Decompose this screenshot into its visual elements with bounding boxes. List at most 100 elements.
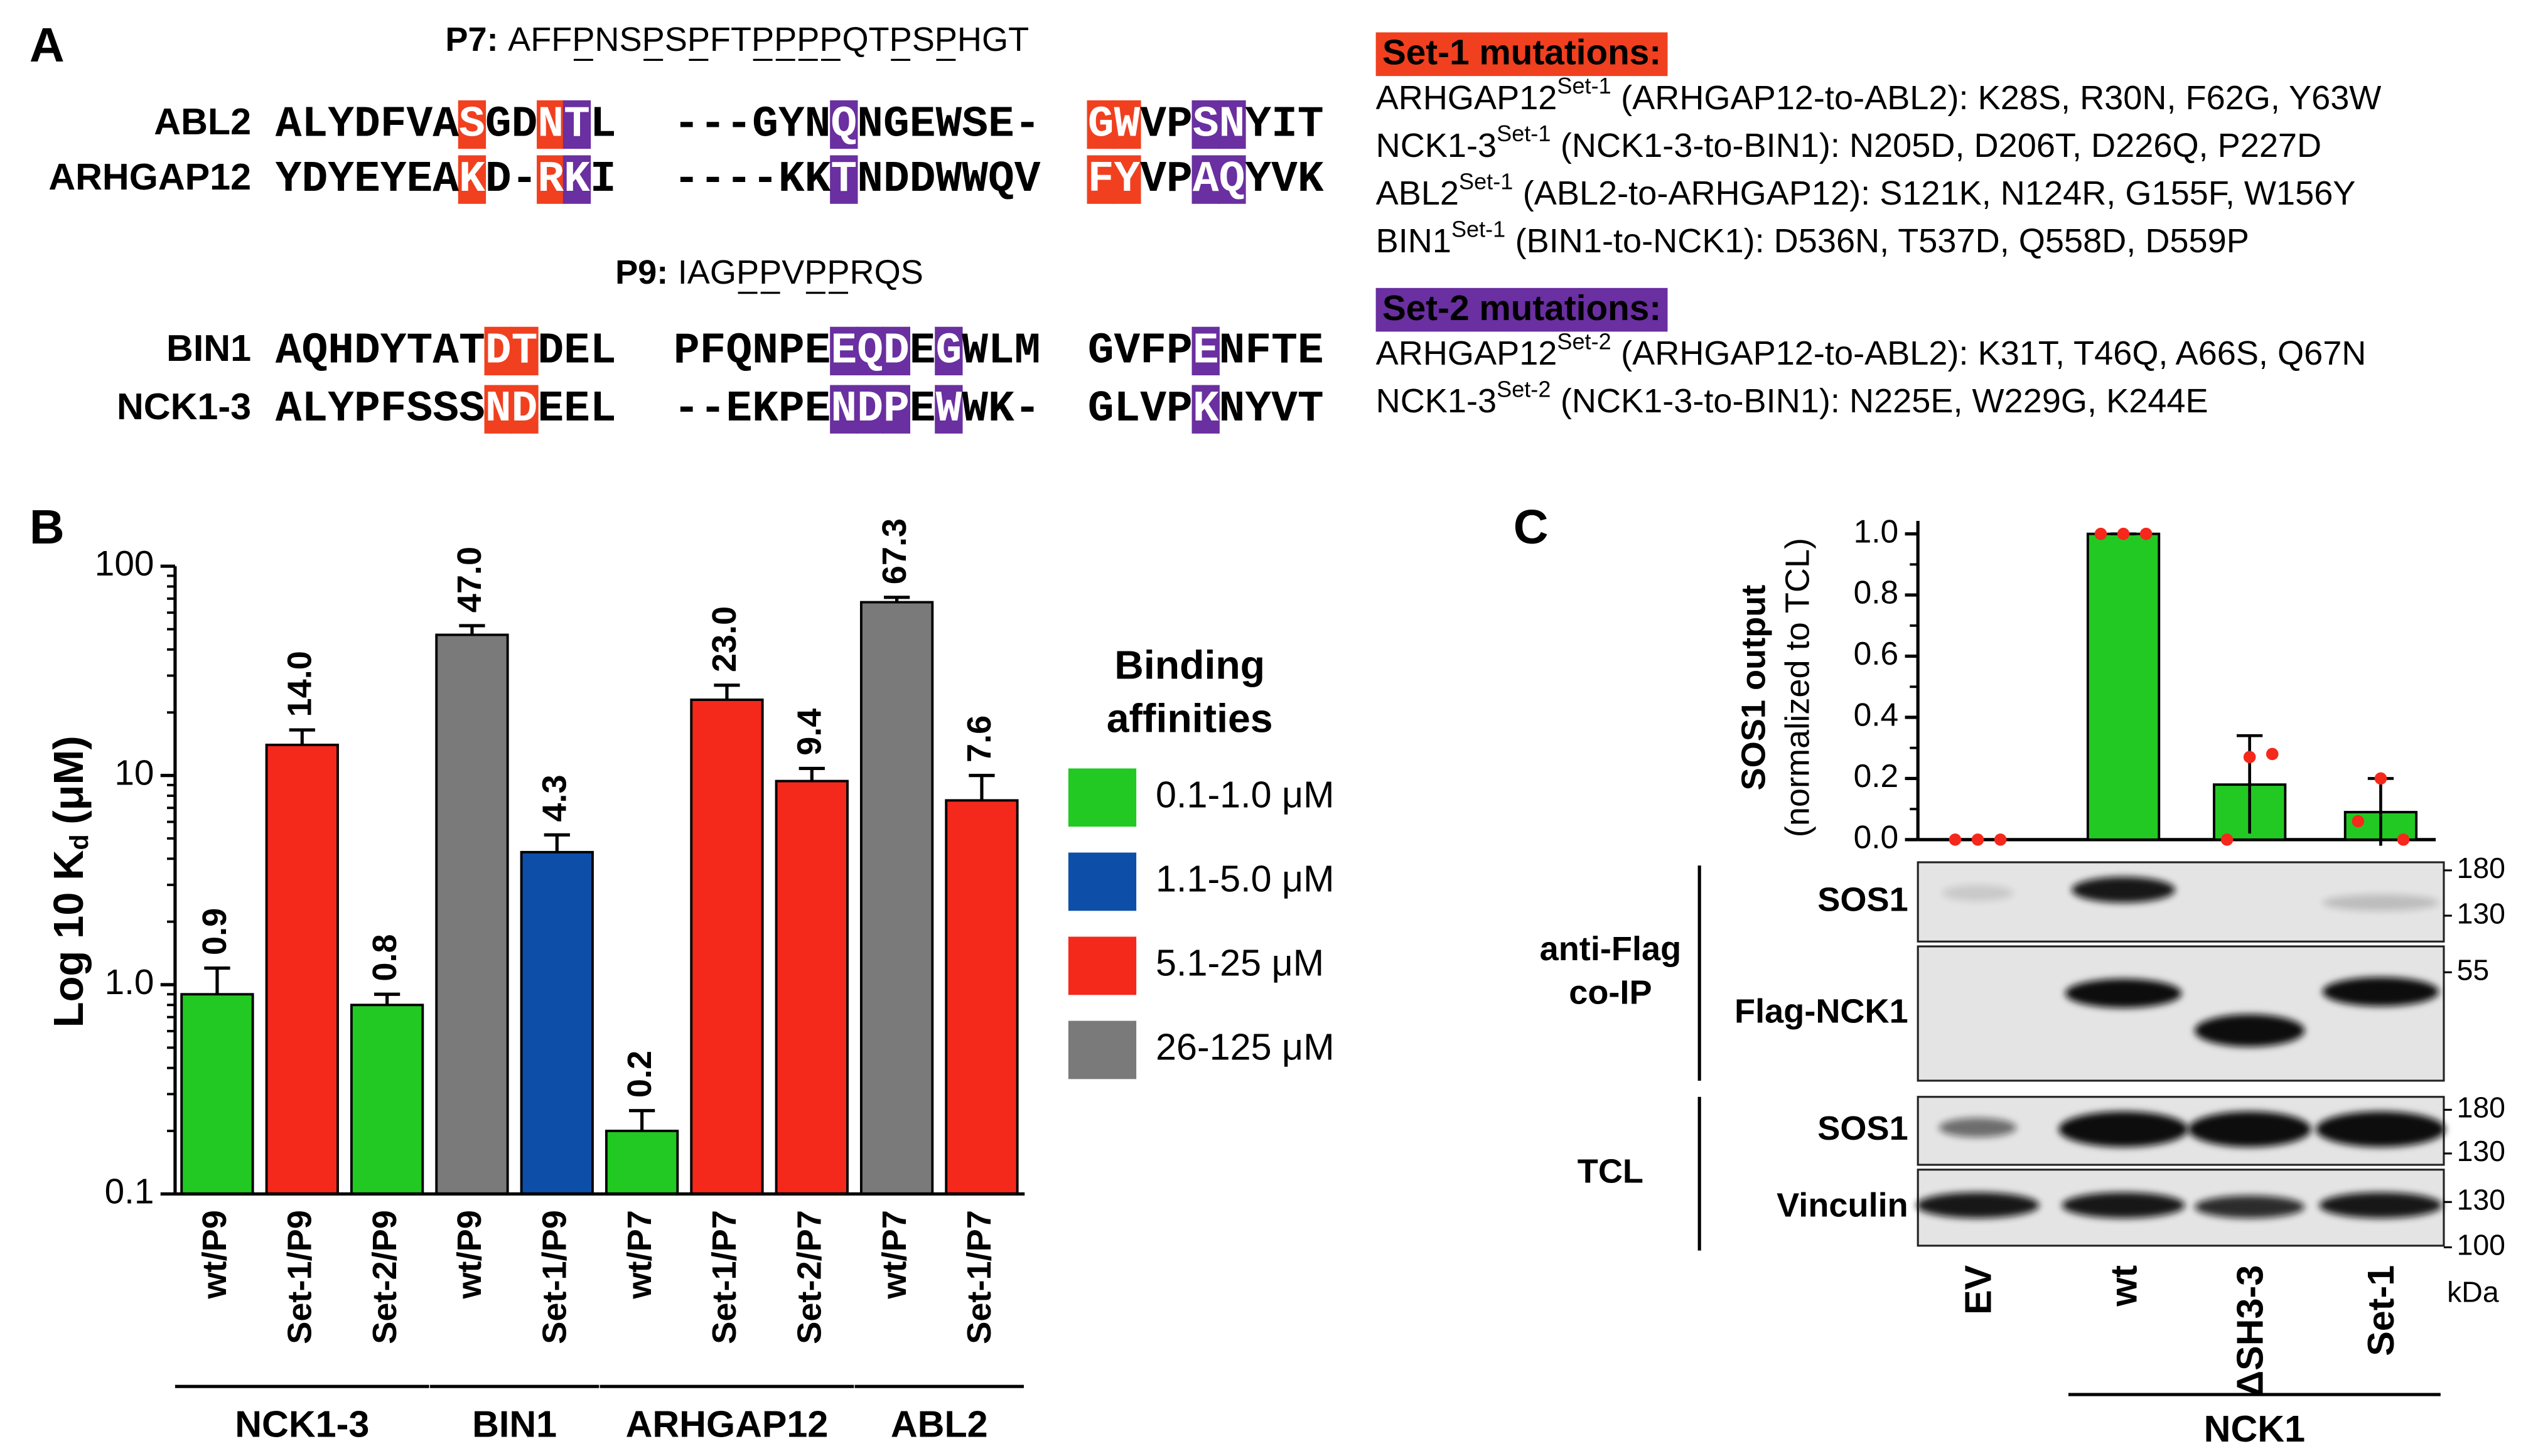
mutation-line: NCK1-3Set-2 (NCK1-3-to-BIN1): N225E, W229… [1376, 376, 2208, 420]
blot-row-label: SOS1 [1817, 1110, 1908, 1147]
legend-swatch [1068, 936, 1137, 995]
set-title-box [1375, 32, 1668, 77]
band [2058, 1111, 2188, 1147]
highlight [562, 155, 591, 204]
set-superscript: Set-1 [1459, 168, 1513, 194]
y-label-main: Log 10 K [45, 850, 92, 1027]
legend-title: Binding [1114, 643, 1265, 688]
set-superscript: Set-2 [1497, 376, 1551, 402]
y-tick-label: 1.0 [1854, 513, 1899, 549]
sequence-block: PFQNPEEQDEGWLM [674, 326, 1041, 376]
bar [2086, 532, 2161, 841]
highlight [830, 385, 858, 434]
marker-label: 180 [2457, 852, 2505, 884]
value-label: 47.0 [451, 547, 488, 613]
y-tick-label: 0.6 [1854, 635, 1899, 672]
protein: NCK1-3 [1376, 127, 1497, 164]
y-label-sub: d [65, 834, 94, 850]
value-label: 4.3 [536, 774, 574, 822]
peptide-name: P7: [445, 21, 498, 58]
x-tick-label: wt/P9 [451, 1210, 488, 1299]
band [1916, 1192, 2040, 1219]
peptide: P9: IAGPPVPPRQS [615, 254, 923, 292]
x-tick-label: Set-2/P9 [366, 1210, 404, 1344]
band [2316, 1111, 2446, 1147]
value-label: 0.8 [366, 934, 404, 981]
bar [775, 779, 849, 1196]
x-tick-label: wt/P7 [876, 1210, 913, 1299]
protein: BIN1 [1376, 222, 1451, 260]
marker-label: 100 [2457, 1229, 2505, 1261]
band [2065, 978, 2182, 1008]
x-tick-label: wt/P9 [196, 1210, 234, 1299]
bar [435, 633, 509, 1196]
legend-swatch [1068, 852, 1137, 911]
sequence-block: ---GYNQNGEWSE- [674, 100, 1041, 149]
panel-label: C [1514, 500, 1549, 554]
bar [945, 799, 1019, 1196]
highlight [537, 100, 565, 149]
band [2319, 1192, 2443, 1219]
replicate-point [2397, 833, 2410, 846]
marker-label: 55 [2457, 953, 2490, 986]
highlight [830, 326, 858, 376]
highlight [935, 385, 963, 434]
band [2072, 877, 2176, 903]
highlight [882, 385, 911, 434]
mutation-line: BIN1Set-1 (BIN1-to-NCK1): D536N, T537D, Q… [1376, 216, 2249, 260]
highlight [1087, 100, 1115, 149]
replicate-point [2117, 527, 2130, 540]
x-tick-label: Set-1/P7 [706, 1210, 743, 1344]
description: (ABL2-to-ARHGAP12): S121K, N124R, G155F,… [1523, 174, 2356, 212]
highlight [1191, 385, 1220, 434]
legend-label: 1.1-5.0 μM [1156, 858, 1335, 900]
peptide: P7: AFFPNSPSPFTPPPPQTPSPHGT [445, 21, 1029, 58]
highlight [484, 326, 512, 376]
mutation-line: NCK1-3Set-1 (NCK1-3-to-BIN1): N205D, D206… [1376, 120, 2322, 164]
highlight [830, 155, 858, 204]
set-superscript: Set-1 [1451, 216, 1505, 242]
group-label: BIN1 [472, 1403, 557, 1445]
description: (NCK1-3-to-BIN1): N225E, W229G, K244E [1561, 382, 2208, 420]
unit-label: kDa [2447, 1275, 2499, 1308]
y-axis-label: SOS1 output [1735, 585, 1773, 791]
peptide-sequence: AFFPNSPSPFTPPPPQTPSPHGT [508, 21, 1029, 58]
highlight [510, 385, 539, 434]
section-label: TCL [1578, 1152, 1643, 1190]
highlight [935, 326, 963, 376]
description: (BIN1-to-NCK1): D536N, T537D, Q558D, D55… [1515, 222, 2249, 260]
replicate-point [1971, 833, 1984, 846]
x-tick-label: EV [1957, 1265, 1999, 1315]
x-tick-label: Set-1/P9 [536, 1210, 574, 1344]
replicate-point [2139, 527, 2153, 540]
description: (ARHGAP12-to-ABL2): K28S, R30N, F62G, Y6… [1621, 79, 2381, 117]
sequence-block: ALYDFVASGDNTL [276, 100, 616, 149]
band [2194, 1014, 2305, 1047]
y-tick-label: 0.8 [1854, 574, 1899, 611]
bar [350, 1004, 424, 1196]
set-title-box [1375, 287, 1668, 332]
set-superscript: Set-2 [1557, 328, 1611, 354]
blot-row-label: SOS1 [1817, 881, 1908, 918]
y-tick-label: 0.4 [1854, 697, 1899, 733]
band [2194, 1195, 2305, 1219]
value-label: 9.4 [791, 709, 829, 756]
set-title: Set-1 mutations: [1382, 33, 1661, 73]
replicate-point [2374, 772, 2387, 785]
marker-label: 130 [2457, 897, 2505, 929]
sequence-block: --EKPENDPEWWK- [674, 385, 1041, 434]
description: (NCK1-3-to-BIN1): N205D, D206T, D226Q, P… [1561, 127, 2321, 164]
protein-name: NCK1-3 [117, 385, 251, 427]
replicate-point [2094, 527, 2107, 540]
highlight [458, 155, 487, 204]
x-tick-label: Set-1/P7 [960, 1210, 998, 1344]
x-tick-label: Set-1/P9 [281, 1210, 319, 1344]
highlight [1113, 155, 1141, 204]
highlight [882, 326, 911, 376]
group-label: ABL2 [891, 1403, 988, 1445]
protein: ARHGAP12 [1376, 335, 1557, 372]
highlight [1113, 100, 1141, 149]
blot-row-label: Vinculin [1777, 1187, 1908, 1224]
protein: ARHGAP12 [1376, 79, 1557, 117]
